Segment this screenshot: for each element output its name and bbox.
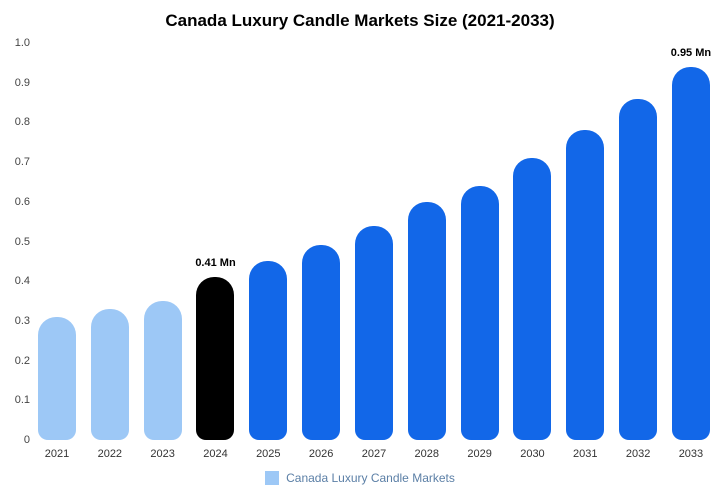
bar-group-2033: 0.95 Mn [670, 43, 712, 440]
bar-group-2031 [566, 43, 605, 440]
y-axis: 1.0 0.9 0.8 0.7 0.6 0.5 0.4 0.3 0.2 0.1 0 [0, 37, 30, 446]
bar-2025 [249, 261, 288, 440]
x-axis-label-2025: 2025 [256, 448, 281, 460]
y-axis-label: 0.3 [14, 314, 30, 327]
bar-2028 [407, 201, 446, 440]
bar-2021 [38, 316, 76, 440]
bar-2030 [513, 158, 552, 440]
bars: 0.41 Mn 0.95 Mn [38, 43, 712, 440]
bar-group-2028 [407, 43, 446, 440]
x-axis-label-2033: 2033 [678, 448, 704, 460]
y-axis-label: 0.6 [14, 195, 30, 208]
bar-2024 [196, 277, 235, 440]
bar-group-2026 [302, 43, 341, 440]
y-axis-label: 0 [23, 434, 30, 446]
y-axis-label: 0.8 [14, 116, 30, 129]
x-axis-label-2024: 2024 [203, 448, 228, 460]
y-axis-label: 0.9 [14, 76, 30, 89]
y-axis-label: 0.2 [14, 354, 30, 367]
x-axis-label-2030: 2030 [520, 448, 545, 460]
bar-group-2029 [460, 43, 499, 440]
chart-title: Canada Luxury Candle Markets Size (2021-… [165, 11, 555, 30]
x-axis-label-2021: 2021 [44, 448, 70, 460]
bar-2031 [566, 130, 605, 440]
bar-2026 [302, 245, 341, 440]
y-axis-label: 0.5 [14, 235, 30, 248]
bar-2033 [671, 66, 710, 440]
bar-group-2024: 0.41 Mn [195, 43, 236, 440]
bar-group-2022 [90, 43, 129, 440]
y-axis-label: 0.4 [14, 275, 30, 288]
bar-group-2023 [143, 43, 182, 440]
bar-2029 [460, 185, 499, 440]
bar-group-2025 [249, 43, 288, 440]
legend: Canada Luxury Candle Markets [0, 471, 720, 485]
x-axis-label-2026: 2026 [308, 448, 334, 460]
bar-group-2030 [513, 43, 552, 440]
x-axis-label-2032: 2032 [625, 448, 651, 460]
bar-2023 [143, 301, 182, 440]
bar-2027 [354, 225, 393, 440]
bar-value-label-2024: 0.41 Mn [195, 257, 236, 270]
legend-swatch-icon [265, 471, 280, 485]
x-axis: 2021 2022 2023 2024 2025 2026 2027 2028 2029 2030… [38, 448, 710, 460]
bar-group-2027 [354, 43, 393, 440]
bar-2022 [90, 309, 129, 440]
y-axis-label: 0.1 [14, 394, 30, 407]
bar-value-label-2033: 0.95 Mn [670, 46, 712, 59]
y-axis-label: 0.7 [14, 156, 30, 169]
x-axis-label-2022: 2022 [97, 448, 123, 460]
x-axis-label-2023: 2023 [150, 448, 175, 460]
legend-label: Canada Luxury Candle Markets [286, 471, 455, 485]
bar-group-2021 [38, 43, 76, 440]
x-axis-label-2027: 2027 [361, 448, 387, 460]
x-axis-label-2029: 2029 [467, 448, 492, 460]
x-axis-label-2031: 2031 [573, 448, 598, 460]
bar-group-2032 [619, 43, 658, 440]
bar-2032 [619, 98, 658, 440]
x-axis-label-2028: 2028 [414, 448, 440, 460]
y-axis-label: 1.0 [14, 37, 30, 49]
